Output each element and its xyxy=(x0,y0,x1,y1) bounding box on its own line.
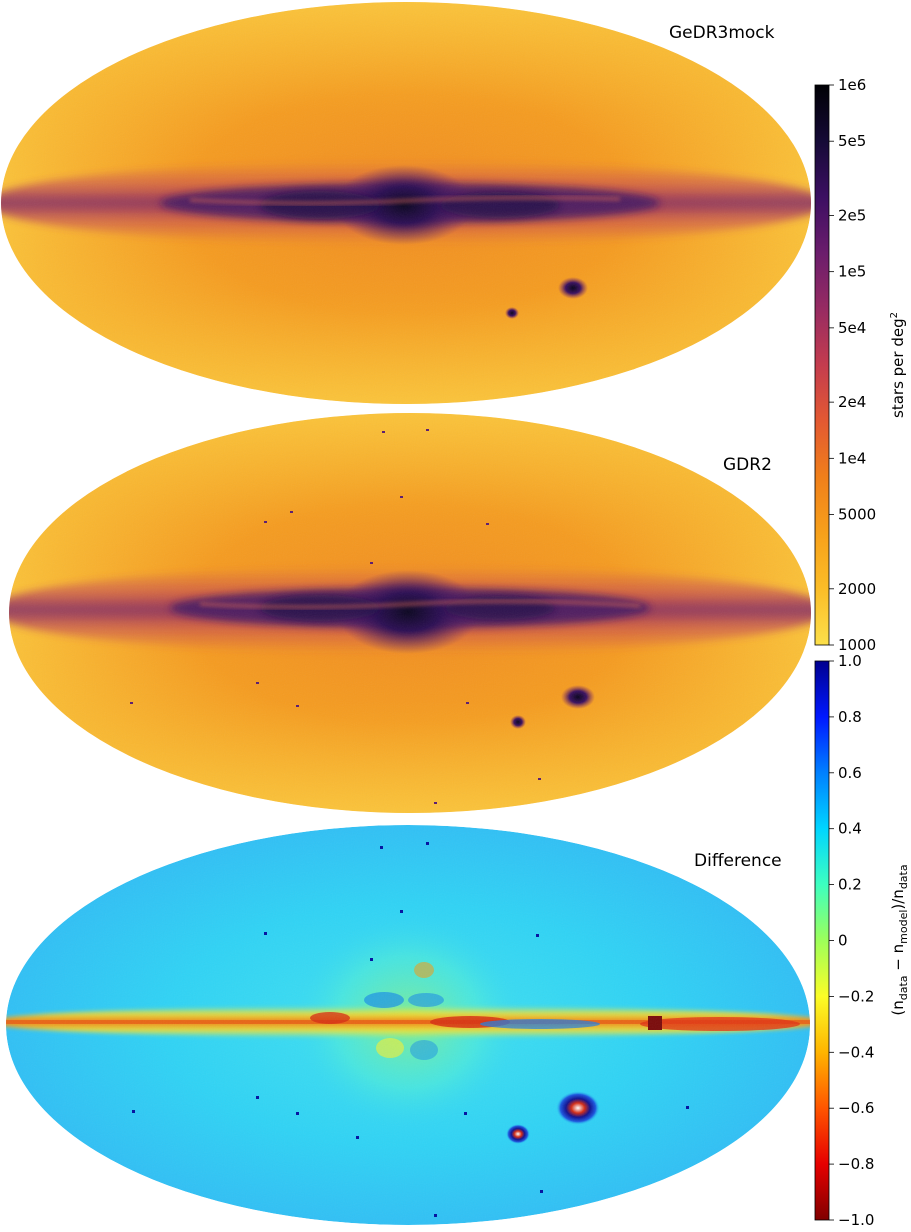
colorbar-difference-tick-label: −0.8 xyxy=(838,1155,874,1173)
colorbar-density-tick-label: 1000 xyxy=(838,636,876,654)
colorbar-difference-tick-label: −0.6 xyxy=(838,1099,874,1117)
colorbar-difference-tick-label: 0.8 xyxy=(838,708,862,726)
map-gdr2 xyxy=(9,413,811,813)
title-gedr3mock: GeDR3mock xyxy=(669,23,775,43)
colorbar-density: 1000 2000 5000 1e4 2e4 5e4 1e5 2e5 5e5 1e6 stars … xyxy=(814,76,907,654)
colorbar-density-tick-label: 5000 xyxy=(838,506,876,524)
colorbar-density-tick-label: 1e4 xyxy=(838,449,866,467)
colorbar-density-tick-label: 2e5 xyxy=(838,206,866,224)
colorbar-difference-tick-label: 0.4 xyxy=(838,820,862,838)
colorbar-density-tick-label: 2000 xyxy=(838,580,876,598)
colorbar-density-tick-label: 1e5 xyxy=(838,263,866,281)
map-gedr3mock xyxy=(1,2,811,404)
colorbar-difference-ticks: 1.0 0.8 0.6 0.4 0.2 0 −0.2 −0.4 −0.6 −0.8 −1.0 xyxy=(829,652,874,1229)
colorbar-difference-tick-label: 0.6 xyxy=(838,764,862,782)
colorbar-density-ticks: 1000 2000 5000 1e4 2e4 5e4 1e5 2e5 5e5 1e6 xyxy=(829,76,876,654)
colorbar-difference: 1.0 0.8 0.6 0.4 0.2 0 −0.2 −0.4 −0.6 −0.8 −1.0 (nd… xyxy=(814,652,910,1229)
colorbar-density-tick-label: 1e6 xyxy=(838,76,866,94)
colorbar-difference-tick-label: −0.4 xyxy=(838,1043,874,1061)
colorbar-difference-bar xyxy=(814,660,830,1221)
colorbar-difference-tick-label: −0.2 xyxy=(838,987,874,1005)
colorbar-difference-tick-label: 0.2 xyxy=(838,876,862,894)
colorbar-density-bar xyxy=(814,84,830,646)
colorbar-density-tick-label: 2e4 xyxy=(838,393,866,411)
colorbar-difference-tick-label: 1.0 xyxy=(838,652,862,670)
colorbar-density-label: stars per deg2 xyxy=(889,312,907,418)
colorbar-density-tick-label: 5e4 xyxy=(838,319,866,337)
colorbar-difference-tick-label: −1.0 xyxy=(838,1211,874,1229)
colorbar-difference-label: (ndata − nmodel)/ndata xyxy=(889,864,910,1015)
colorbar-density-tick-label: 5e5 xyxy=(838,132,866,150)
map-difference xyxy=(6,825,810,1225)
colorbar-difference-tick-label: 0 xyxy=(838,932,848,950)
title-difference: Difference xyxy=(694,851,782,871)
title-gdr2: GDR2 xyxy=(723,455,772,475)
